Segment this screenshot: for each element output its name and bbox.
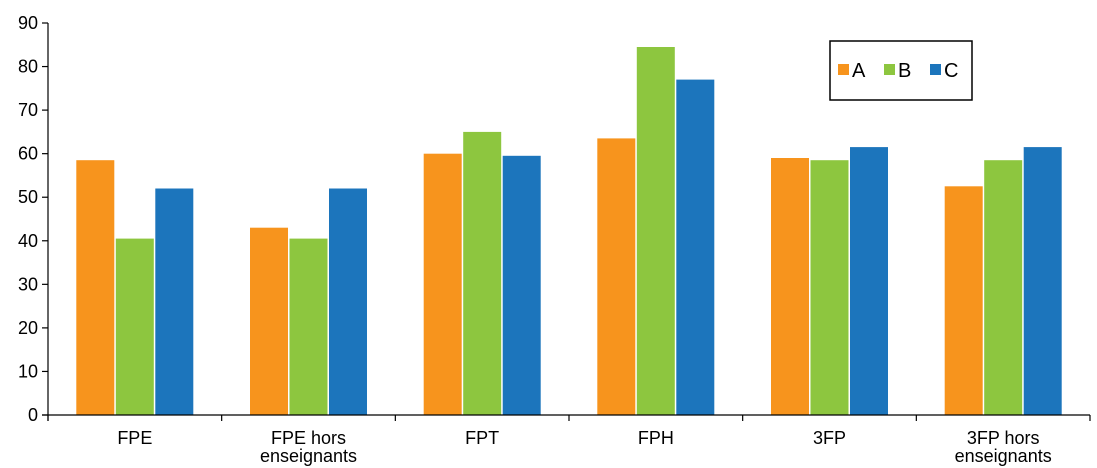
bar-c-4	[850, 147, 888, 415]
bar-a-3	[597, 138, 636, 415]
bar-c-2	[502, 155, 541, 416]
bar-b-5	[984, 160, 1023, 415]
x-category-label: FPE	[117, 428, 152, 448]
y-tick-label: 50	[18, 187, 38, 207]
x-category-label: 3FP hors	[967, 428, 1040, 448]
x-category-label: 3FP	[813, 428, 846, 448]
bars-layer	[76, 47, 1062, 416]
bar-a-0	[76, 160, 115, 415]
bar-b-1	[289, 238, 328, 415]
bar-b-0	[115, 238, 154, 415]
bar-c-3	[676, 79, 715, 415]
bar-c-1	[329, 188, 367, 415]
legend-swatch-b	[884, 64, 895, 75]
bar-c-0	[155, 188, 194, 415]
legend-swatch-a	[838, 64, 849, 75]
legend-swatch-c	[930, 64, 941, 75]
y-tick-label: 10	[18, 361, 38, 381]
x-category-label: enseignants	[955, 446, 1052, 466]
y-tick-label: 40	[18, 231, 38, 251]
legend: A B C	[829, 40, 973, 101]
y-tick-label: 30	[18, 274, 38, 294]
x-category-label: FPE hors	[271, 428, 346, 448]
legend-box	[829, 40, 973, 101]
y-tick-label: 80	[18, 57, 38, 77]
y-tick-label: 70	[18, 100, 38, 120]
bar-a-5	[944, 186, 983, 415]
legend-label-b: B	[898, 60, 911, 82]
bar-b-2	[463, 131, 502, 415]
y-tick-label: 20	[18, 318, 38, 338]
x-category-label: enseignants	[260, 446, 357, 466]
y-tick-label: 90	[18, 13, 38, 33]
bar-a-4	[771, 158, 809, 415]
bar-a-2	[423, 153, 462, 415]
x-category-label: FPT	[465, 428, 499, 448]
axes-layer	[42, 22, 1091, 421]
bar-b-4	[810, 160, 849, 415]
x-category-label: FPH	[638, 428, 674, 448]
y-tick-label: 60	[18, 144, 38, 164]
legend-label-c: C	[944, 60, 958, 82]
legend-label-a: A	[852, 60, 866, 82]
bar-b-3	[636, 47, 675, 415]
y-tick-label: 0	[28, 405, 38, 425]
bar-c-5	[1023, 147, 1062, 415]
y-tick-labels: 0 10 20 30 40 50 60 70 80 90	[18, 13, 38, 425]
bar-a-1	[250, 227, 288, 415]
